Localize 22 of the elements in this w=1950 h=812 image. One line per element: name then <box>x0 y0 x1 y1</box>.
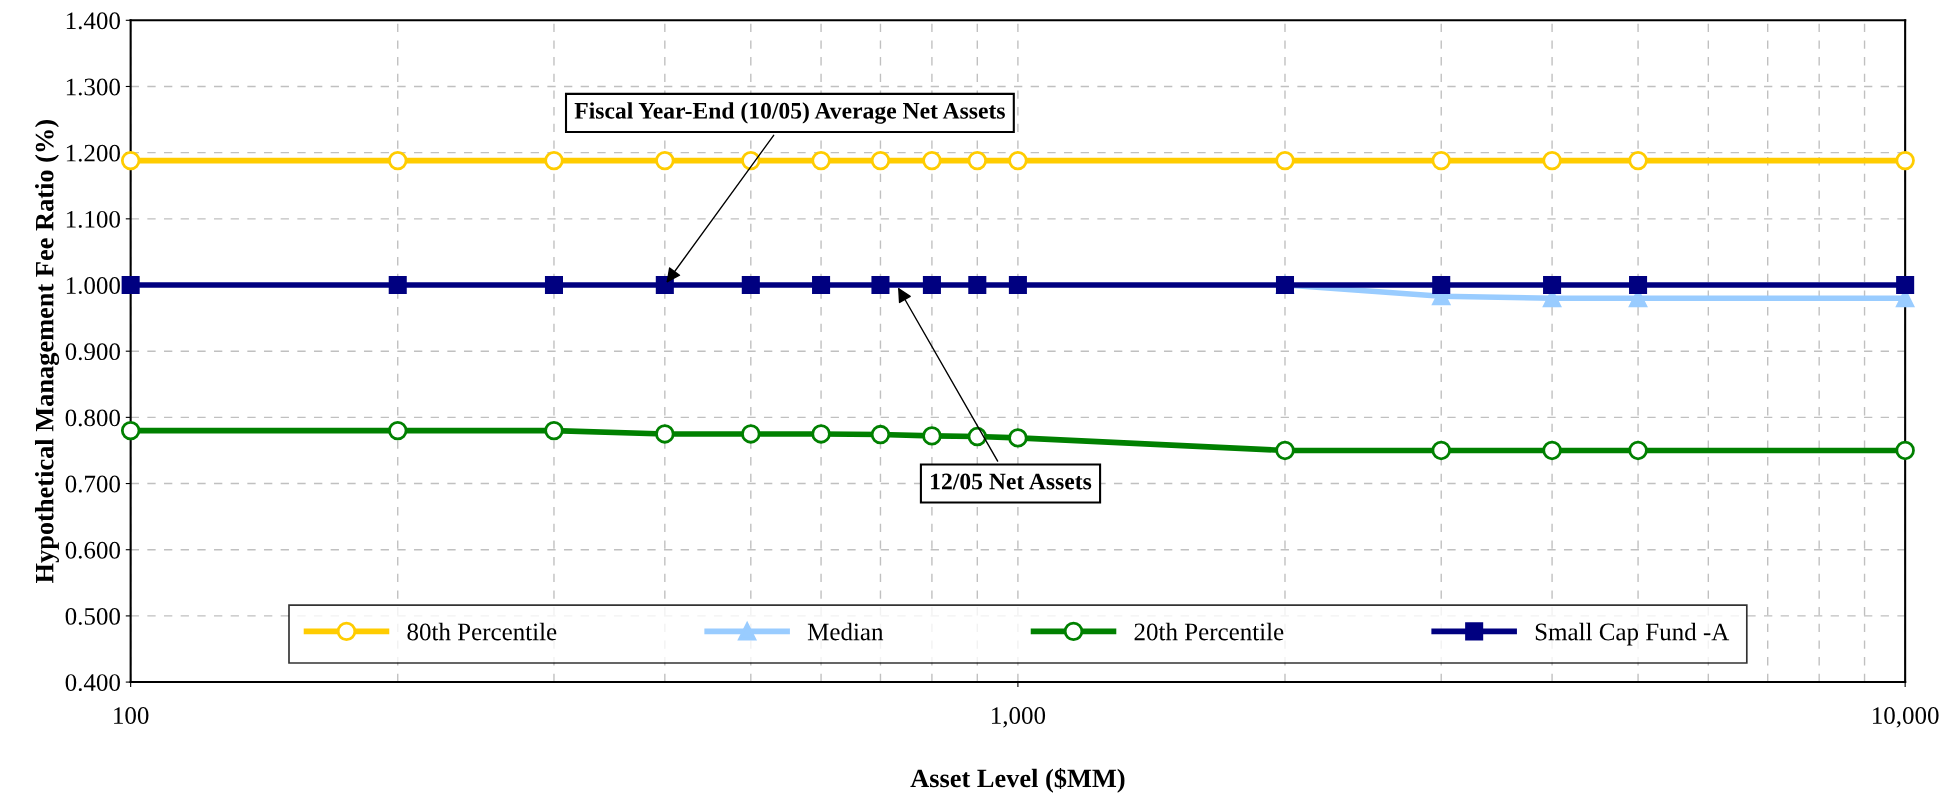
y-tick-label: 1.000 <box>66 277 120 295</box>
legend-label: Median <box>807 622 884 641</box>
annotation: 12/05 Net Assets <box>931 473 1092 490</box>
legend-label: Small Cap Fund -A <box>1535 622 1730 646</box>
y-tick-label: 0.600 <box>65 541 120 559</box>
y-tick-label: 1.300 <box>66 78 120 96</box>
y-tick-label: 0.500 <box>65 607 120 625</box>
y-tick-label: 1.200 <box>66 144 120 162</box>
x-axis-title: Asset Level ($MM) <box>910 767 1125 793</box>
y-axis-title: Hypothetical Management Fee Ratio (%) <box>34 120 60 584</box>
legend-label: 80th Percentile <box>407 622 557 641</box>
y-tick-label: 1.100 <box>66 210 120 228</box>
y-tick-label: 0.800 <box>65 409 120 427</box>
annotation: Fiscal Year-End (10/05) Average Net Assets <box>574 102 1005 124</box>
x-tick-label: 100 <box>114 707 149 724</box>
legend-label: 20th Percentile <box>1134 622 1284 641</box>
y-tick-label: 1.400 <box>66 12 120 30</box>
y-tick-label: 0.700 <box>65 475 120 493</box>
x-tick-label: 10,000 <box>1872 707 1939 728</box>
y-tick-label: 0.400 <box>65 674 120 692</box>
x-tick-label: 1,000 <box>991 707 1046 728</box>
y-tick-label: 0.900 <box>65 343 120 361</box>
